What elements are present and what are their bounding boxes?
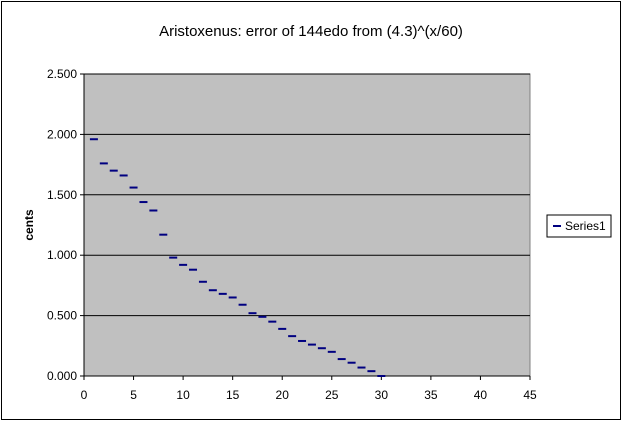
plot-area: 0.000 0.500 1.000 1.500 2.000 2.500 0 5 10 15 20 25… bbox=[47, 67, 537, 402]
x-tick-label: 5 bbox=[130, 388, 137, 402]
x-tick-label: 40 bbox=[474, 388, 488, 402]
x-tick-label: 20 bbox=[276, 388, 290, 402]
x-tick-label: 15 bbox=[226, 388, 240, 402]
y-axis-label: cents bbox=[22, 209, 36, 241]
x-tick-label: 25 bbox=[325, 388, 339, 402]
legend-label-series1: Series1 bbox=[565, 219, 606, 233]
plot-background bbox=[83, 73, 531, 377]
y-tick-label: 2.500 bbox=[47, 67, 77, 81]
y-tick-label: 1.000 bbox=[47, 248, 77, 262]
y-tick-label: 1.500 bbox=[47, 188, 77, 202]
y-tick-label: 0.000 bbox=[47, 369, 77, 383]
x-tick-label: 35 bbox=[424, 388, 438, 402]
x-tick-label: 45 bbox=[523, 388, 537, 402]
legend: Series1 bbox=[546, 214, 612, 238]
y-tick-label: 2.000 bbox=[47, 127, 77, 141]
chart-title: Aristoxenus: error of 144edo from (4.3)^… bbox=[159, 23, 463, 40]
x-tick-label: 0 bbox=[81, 388, 88, 402]
x-tick-label: 30 bbox=[375, 388, 389, 402]
y-tick-label: 0.500 bbox=[47, 309, 77, 323]
x-tick-label: 10 bbox=[176, 388, 190, 402]
legend-box bbox=[546, 214, 612, 238]
